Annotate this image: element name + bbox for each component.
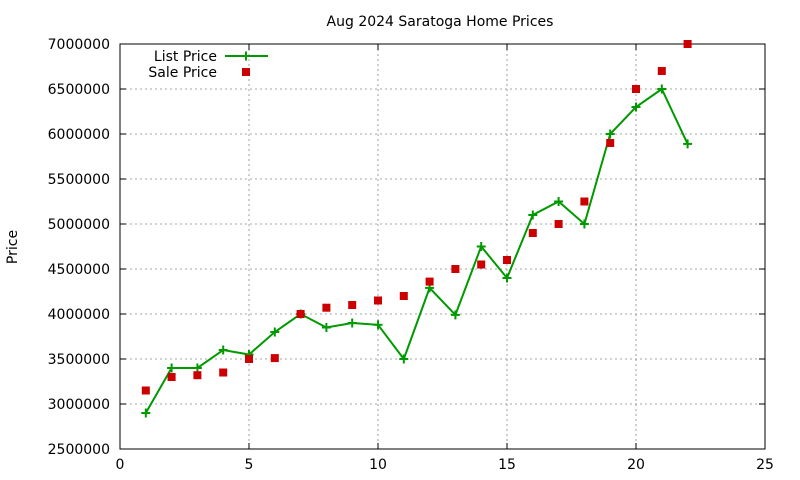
- legend-marker-list-price: [241, 51, 251, 61]
- list-price-point: [373, 320, 383, 330]
- sale-price-point: [219, 368, 228, 377]
- y-tick-label: 3500000: [48, 352, 110, 368]
- y-tick-label: 4000000: [48, 307, 110, 323]
- list-price-point: [167, 363, 177, 373]
- y-tick-label: 5500000: [48, 172, 110, 188]
- x-tick-label: 0: [116, 457, 125, 473]
- y-tick-label: 5000000: [48, 217, 110, 233]
- x-tick-label: 25: [756, 457, 774, 473]
- sale-price-point: [193, 371, 202, 380]
- sale-price-point: [296, 310, 305, 318]
- list-price-point: [605, 129, 615, 139]
- sale-price-point: [528, 229, 537, 237]
- list-price-point: [450, 310, 460, 320]
- axis-ticks: 0 5 10 15 20 25 2500000 3000000 3500000 4000000 45…: [48, 37, 774, 473]
- series-line-list-price: [144, 87, 689, 414]
- list-price-point: [192, 363, 202, 373]
- y-axis-title: Price: [5, 230, 21, 264]
- sale-price-point: [554, 220, 563, 228]
- y-tick-label: 3000000: [48, 397, 110, 413]
- y-tick-label: 7000000: [48, 37, 110, 53]
- y-tick-label: 4500000: [48, 262, 110, 278]
- sale-price-point: [683, 40, 692, 48]
- sale-price-point: [580, 197, 589, 206]
- list-price-point: [657, 84, 667, 94]
- legend: List Price Sale Price: [148, 49, 268, 81]
- list-price-point: [321, 323, 331, 332]
- list-price-point: [579, 219, 589, 229]
- sale-price-point: [632, 85, 640, 93]
- sale-price-point: [477, 260, 486, 269]
- sale-price-point: [657, 67, 666, 75]
- list-price-point: [528, 210, 538, 220]
- list-price-point: [218, 345, 228, 355]
- list-price-point: [554, 197, 564, 206]
- legend-label-list-price: List Price: [154, 49, 217, 65]
- sale-price-point: [322, 303, 331, 312]
- list-price-point: [399, 354, 409, 364]
- list-price-point: [631, 102, 641, 112]
- legend-marks: [225, 51, 268, 76]
- sale-price-point: [503, 256, 511, 264]
- y-tick-label: 6500000: [48, 82, 110, 98]
- y-tick-label: 2500000: [48, 442, 110, 458]
- legend-marker-sale-price: [242, 68, 250, 76]
- chart-title: Aug 2024 Saratoga Home Prices: [327, 14, 554, 30]
- sale-price-point: [374, 296, 382, 305]
- sale-price-point: [425, 277, 434, 286]
- x-tick-label: 5: [245, 457, 254, 473]
- list-price-point: [270, 327, 280, 337]
- list-price-point: [476, 242, 486, 251]
- sale-price-point: [451, 265, 460, 273]
- sale-price-point: [141, 386, 150, 395]
- sale-price-point: [245, 355, 253, 363]
- list-price-point: [683, 139, 693, 149]
- sale-price-point: [399, 292, 408, 300]
- plot-area: [119, 43, 766, 450]
- list-price-point: [347, 318, 357, 328]
- y-tick-label: 6000000: [48, 127, 110, 143]
- x-tick-label: 10: [369, 457, 387, 473]
- sale-price-point: [348, 301, 357, 309]
- x-tick-label: 20: [627, 457, 645, 473]
- sale-price-point: [270, 354, 279, 363]
- list-price-point: [141, 408, 151, 418]
- series: [141, 40, 693, 418]
- list-price-point: [502, 273, 512, 283]
- legend-label-sale-price: Sale Price: [148, 65, 217, 81]
- sale-price-point: [167, 373, 176, 381]
- x-tick-label: 15: [498, 457, 516, 473]
- sale-price-point: [606, 139, 615, 147]
